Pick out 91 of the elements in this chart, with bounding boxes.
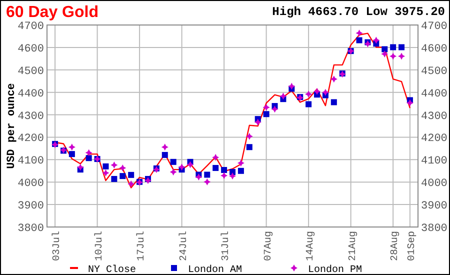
x-tick-label: 03Jul [51, 231, 64, 262]
point [271, 106, 278, 113]
point [195, 173, 202, 180]
point [356, 37, 362, 44]
point [306, 101, 312, 108]
x-tick-label: 31Jul [220, 231, 232, 262]
point [356, 30, 363, 37]
point [229, 172, 236, 180]
x-tick-label: 14Aug [306, 231, 317, 262]
point [280, 92, 287, 100]
point [314, 88, 321, 95]
point [390, 52, 397, 60]
y-tick-label: 4700 [18, 21, 44, 33]
point [212, 164, 219, 171]
y-tick-label: 4400 [18, 88, 44, 100]
y2-tick-label: 4000 [421, 178, 448, 190]
y-tick-label: 4500 [18, 66, 44, 78]
point [238, 168, 244, 174]
y-tick-label: 3800 [18, 223, 44, 235]
y2-tick-label: 4500 [421, 66, 448, 78]
point [68, 151, 75, 158]
point [390, 44, 396, 50]
point [111, 176, 118, 182]
point [288, 82, 296, 90]
point [128, 180, 135, 188]
point [262, 104, 270, 111]
legend-label: London PM [308, 264, 362, 275]
point [221, 166, 228, 173]
point [382, 46, 388, 52]
point [178, 164, 186, 171]
y2-tick-label: 4200 [421, 133, 448, 146]
point [170, 158, 176, 165]
y2-tick-label: 4100 [421, 156, 448, 168]
point [406, 99, 414, 106]
point [398, 52, 406, 60]
point [220, 172, 228, 180]
legend-label: London AM [188, 264, 242, 275]
y-axis-title: USD per ounce [6, 82, 18, 169]
y2-tick-label: 4300 [421, 110, 448, 123]
y2-tick-label: 3800 [421, 223, 448, 235]
point [144, 177, 152, 184]
point [161, 144, 168, 151]
point [102, 163, 109, 170]
y-tick-label: 4000 [18, 178, 44, 190]
point [102, 169, 110, 176]
x-tick-label: 17Jul [136, 231, 148, 262]
point [398, 44, 405, 50]
point [119, 164, 126, 172]
y-tick-label: 4200 [18, 133, 44, 146]
x-tick-label: 07Aug [263, 231, 274, 262]
point [237, 160, 244, 167]
point [128, 172, 134, 178]
x-tick-label: 01Sep [406, 231, 418, 262]
point [204, 172, 210, 178]
point [246, 144, 252, 150]
y2-tick-label: 4600 [421, 43, 448, 56]
point [170, 168, 177, 176]
legend-label: NY Close [88, 264, 136, 275]
point [186, 161, 194, 168]
point [68, 144, 76, 151]
y-tick-label: 4300 [18, 110, 44, 123]
point [162, 152, 168, 158]
point [305, 90, 312, 98]
y-tick-label: 4100 [18, 156, 44, 168]
point [381, 50, 388, 58]
point [110, 162, 118, 169]
chart-subtitle: High 4663.70 Low 3975.20 [272, 5, 445, 19]
point [322, 88, 329, 96]
point [330, 99, 337, 106]
point [263, 111, 270, 118]
point [85, 149, 92, 156]
y-tick-label: 4600 [18, 43, 44, 56]
point [246, 132, 253, 140]
x-tick-label: 28Aug [390, 231, 402, 262]
y2-tick-label: 4400 [421, 88, 448, 100]
y2-tick-label: 4700 [421, 21, 448, 33]
point [86, 155, 92, 162]
y2-tick-label: 3900 [421, 200, 448, 213]
x-tick-label: 21Aug [348, 231, 359, 262]
point [330, 76, 338, 83]
x-tick-label: 10Jul [93, 231, 106, 262]
y-tick-label: 3900 [18, 200, 44, 213]
point [254, 118, 262, 126]
point [120, 173, 126, 180]
point [204, 178, 211, 186]
point [230, 169, 236, 176]
x-tick-label: 24Jul [178, 231, 190, 262]
point [212, 154, 220, 161]
point [372, 36, 380, 44]
point [76, 164, 84, 171]
chart-title: 60 Day Gold [6, 4, 98, 21]
